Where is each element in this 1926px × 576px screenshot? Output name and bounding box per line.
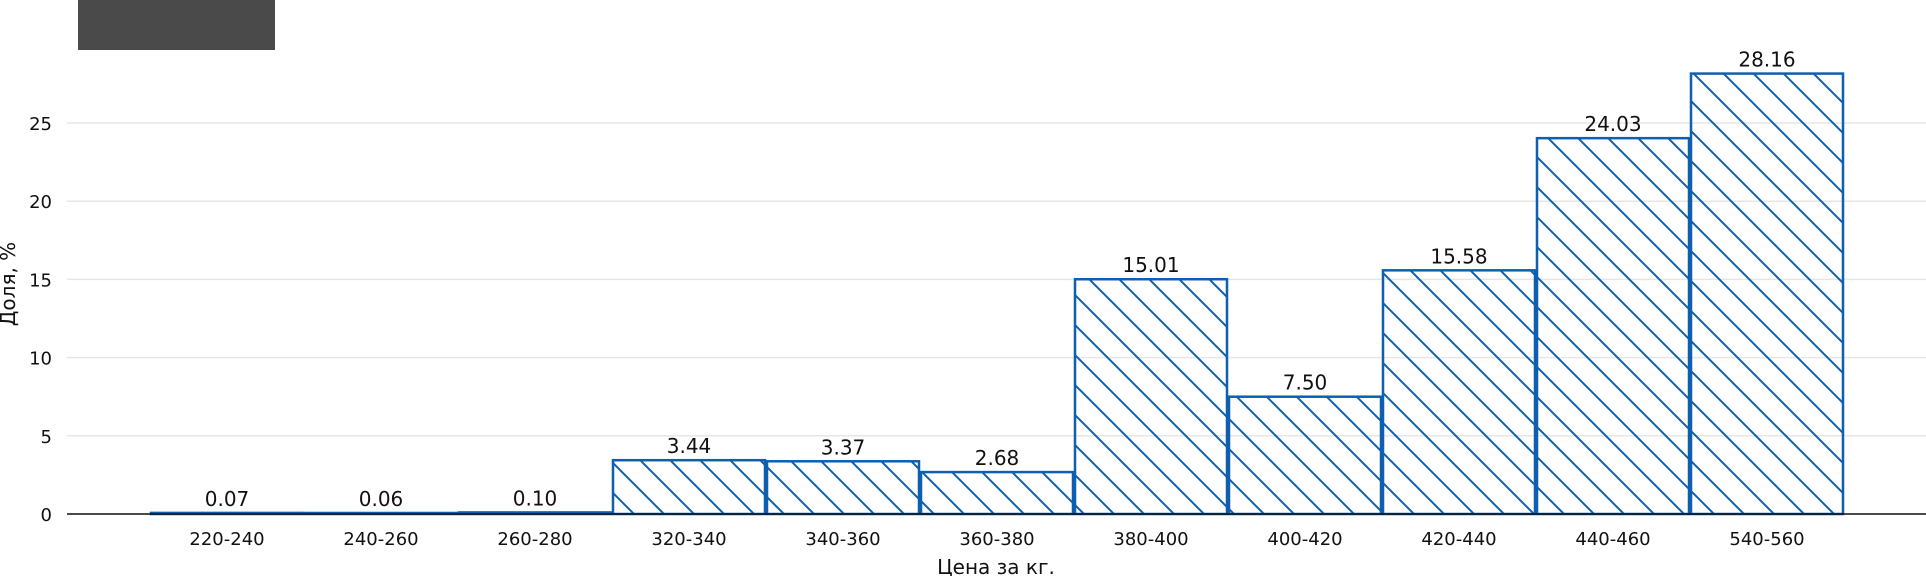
bar-value-label: 2.68 xyxy=(975,446,1020,470)
bar-value-label: 15.58 xyxy=(1430,244,1487,268)
y-axis-ticks: 0 5 10 15 20 25 xyxy=(29,114,52,526)
bar xyxy=(1381,269,1537,516)
legend-box xyxy=(78,0,275,50)
y-tick-label: 25 xyxy=(29,114,52,135)
y-tick-label: 15 xyxy=(29,270,52,291)
x-axis-ticks: 220-240 240-260 260-280 320-340 340-360 360-3… xyxy=(189,529,1804,550)
bar xyxy=(765,460,921,516)
x-tick-label: 420-440 xyxy=(1421,529,1496,550)
bar-value-label: 0.10 xyxy=(513,486,558,510)
x-tick-label: 340-360 xyxy=(805,529,880,550)
bar-value-label: 24.03 xyxy=(1584,112,1641,136)
x-axis-title: Цена за кг. xyxy=(937,555,1055,576)
bar-value-label: 3.37 xyxy=(821,435,866,459)
x-tick-label: 360-380 xyxy=(959,529,1034,550)
x-tick-label: 540-560 xyxy=(1729,529,1804,550)
bar-value-label: 15.01 xyxy=(1122,253,1179,277)
y-tick-label: 20 xyxy=(29,192,52,213)
bar xyxy=(1689,72,1845,516)
bar xyxy=(611,458,767,516)
bar xyxy=(919,470,1075,516)
x-tick-label: 400-420 xyxy=(1267,529,1342,550)
x-tick-label: 440-460 xyxy=(1575,529,1650,550)
y-tick-label: 10 xyxy=(29,349,52,370)
bar-value-label: 7.50 xyxy=(1283,371,1328,395)
x-tick-label: 240-260 xyxy=(343,529,418,550)
bar xyxy=(1535,136,1691,516)
x-tick-label: 380-400 xyxy=(1113,529,1188,550)
bar xyxy=(1073,277,1229,516)
x-tick-label: 260-280 xyxy=(497,529,572,550)
x-tick-label: 320-340 xyxy=(651,529,726,550)
bar-value-label: 28.16 xyxy=(1738,48,1795,72)
y-tick-label: 0 xyxy=(41,505,52,526)
bar xyxy=(1227,395,1383,516)
x-tick-label: 220-240 xyxy=(189,529,264,550)
y-tick-label: 5 xyxy=(41,427,52,448)
y-axis-title: Доля, % xyxy=(0,242,20,326)
bar-value-label: 0.06 xyxy=(359,487,404,511)
bar-value-label: 0.07 xyxy=(205,487,250,511)
bar-value-labels: 0.07 0.06 0.10 3.44 3.37 2.68 15.01 7.50 15.58 24… xyxy=(205,48,1796,511)
bar-value-label: 3.44 xyxy=(667,434,712,458)
